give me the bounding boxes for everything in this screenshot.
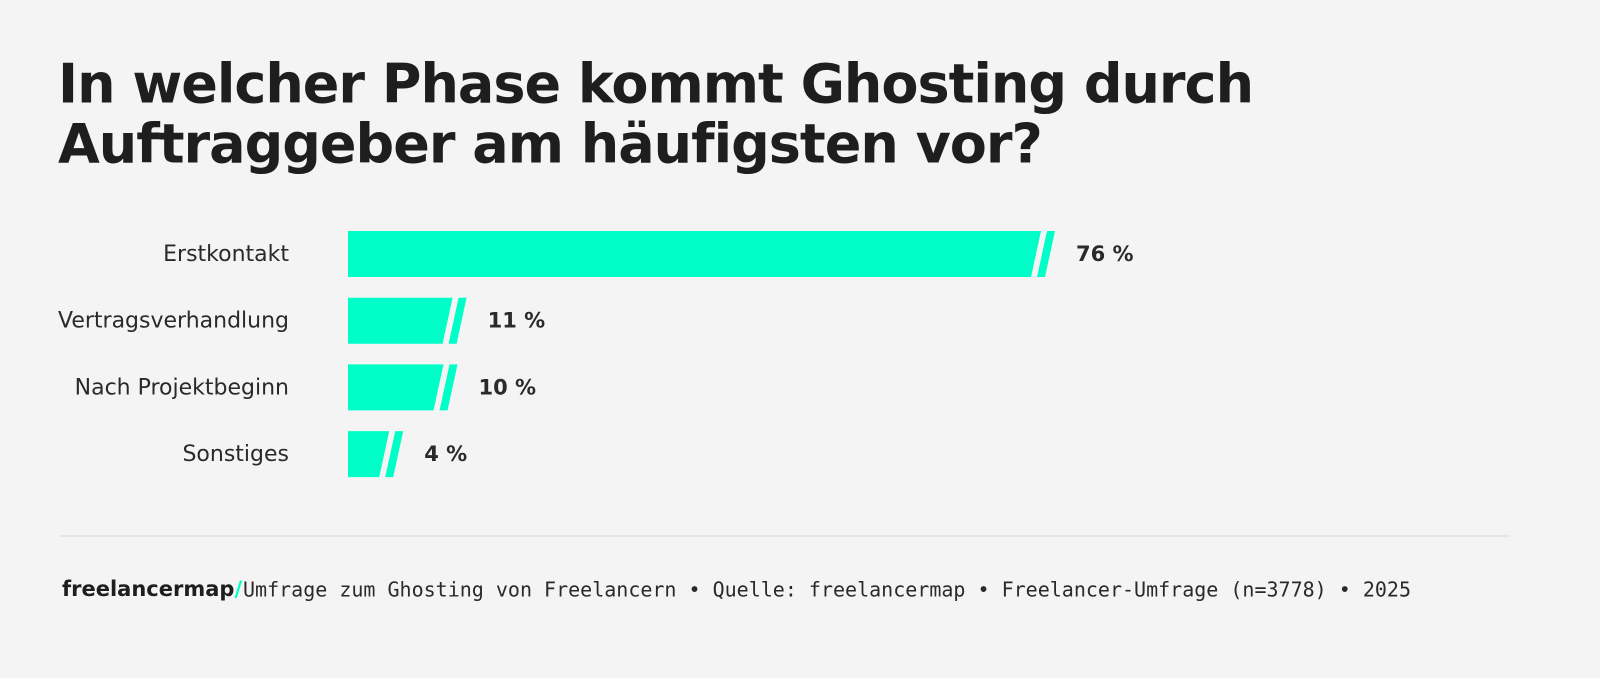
bar-break: [439, 364, 458, 411]
bar: [348, 297, 453, 344]
chart-title: Auftraggeber am häufigsten vor?: [58, 113, 1042, 176]
category-label: Sonstiges: [182, 442, 289, 467]
bar: [348, 431, 390, 478]
value-label: 4 %: [424, 442, 467, 466]
logo-text: freelancermap: [62, 577, 234, 601]
bar: [348, 231, 1041, 277]
value-label: 10 %: [479, 375, 537, 399]
bar: [348, 364, 444, 411]
value-label: 11 %: [488, 309, 546, 333]
category-label: Erstkontakt: [163, 242, 289, 267]
bar-break: [1037, 231, 1055, 277]
category-label: Nach Projektbeginn: [75, 375, 289, 400]
chart-title: In welcher Phase kommt Ghosting durch: [58, 53, 1253, 116]
bar-break: [448, 297, 467, 344]
logo-slash: /: [234, 577, 242, 601]
value-label: 76 %: [1076, 242, 1134, 266]
source: Umfrage zum Ghosting von Freelancern • Q…: [243, 578, 1411, 602]
logo: freelancermap/: [62, 577, 242, 601]
bar-break: [385, 431, 404, 478]
category-label: Vertragsverhandlung: [58, 309, 289, 334]
